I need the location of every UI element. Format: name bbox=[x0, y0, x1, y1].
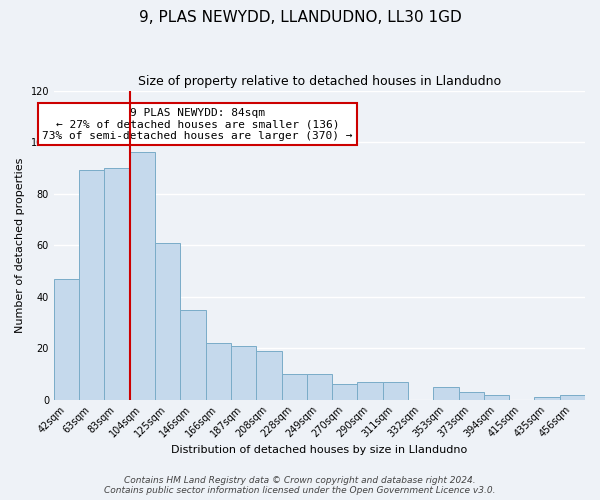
Y-axis label: Number of detached properties: Number of detached properties bbox=[15, 158, 25, 333]
Bar bbox=[181, 310, 206, 400]
Bar bbox=[281, 374, 307, 400]
Bar bbox=[206, 343, 231, 400]
Bar bbox=[560, 394, 585, 400]
Bar bbox=[433, 387, 458, 400]
Bar bbox=[104, 168, 130, 400]
Bar bbox=[383, 382, 408, 400]
Text: 9, PLAS NEWYDD, LLANDUDNO, LL30 1GD: 9, PLAS NEWYDD, LLANDUDNO, LL30 1GD bbox=[139, 10, 461, 25]
Bar bbox=[231, 346, 256, 400]
Text: Contains HM Land Registry data © Crown copyright and database right 2024.
Contai: Contains HM Land Registry data © Crown c… bbox=[104, 476, 496, 495]
Text: 9 PLAS NEWYDD: 84sqm
← 27% of detached houses are smaller (136)
73% of semi-deta: 9 PLAS NEWYDD: 84sqm ← 27% of detached h… bbox=[42, 108, 353, 141]
Bar bbox=[130, 152, 155, 400]
Title: Size of property relative to detached houses in Llandudno: Size of property relative to detached ho… bbox=[138, 75, 501, 88]
Bar bbox=[79, 170, 104, 400]
Bar bbox=[535, 397, 560, 400]
Bar bbox=[332, 384, 358, 400]
Bar bbox=[54, 278, 79, 400]
Bar bbox=[256, 350, 281, 400]
Bar bbox=[484, 394, 509, 400]
Bar bbox=[358, 382, 383, 400]
Bar bbox=[155, 242, 181, 400]
Bar bbox=[458, 392, 484, 400]
Bar bbox=[307, 374, 332, 400]
X-axis label: Distribution of detached houses by size in Llandudno: Distribution of detached houses by size … bbox=[172, 445, 467, 455]
